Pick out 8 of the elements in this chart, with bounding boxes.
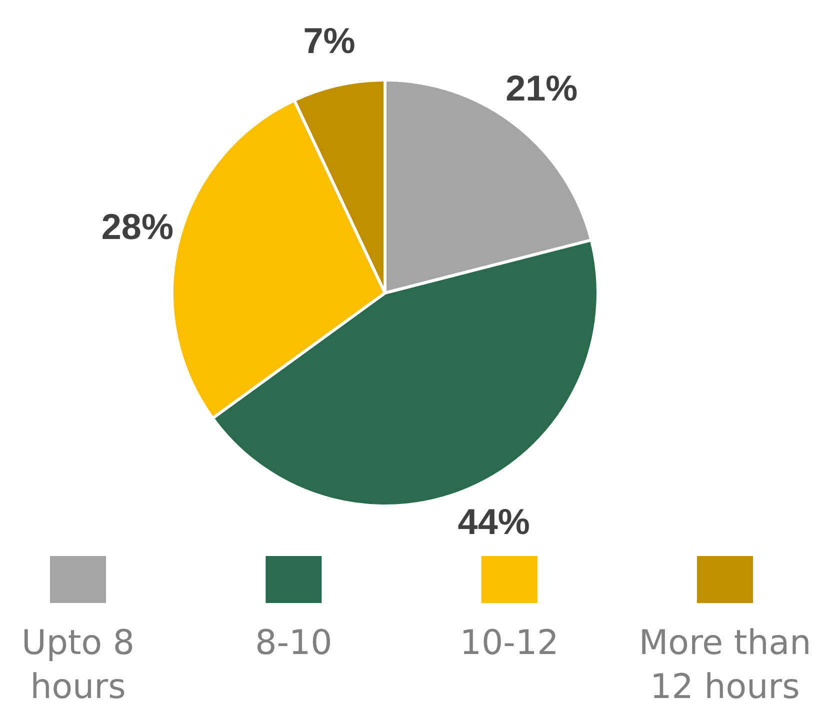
data-label: 44% xyxy=(458,500,530,542)
legend-label: 8-10 xyxy=(255,623,332,663)
legend-label: 10-12 xyxy=(460,623,559,663)
data-label: 7% xyxy=(303,20,356,62)
legend-label: Upto 8 hours xyxy=(21,623,135,707)
data-label: 21% xyxy=(506,68,578,109)
legend-label: More than 12 hours xyxy=(638,623,812,707)
data-label: 28% xyxy=(101,206,174,247)
